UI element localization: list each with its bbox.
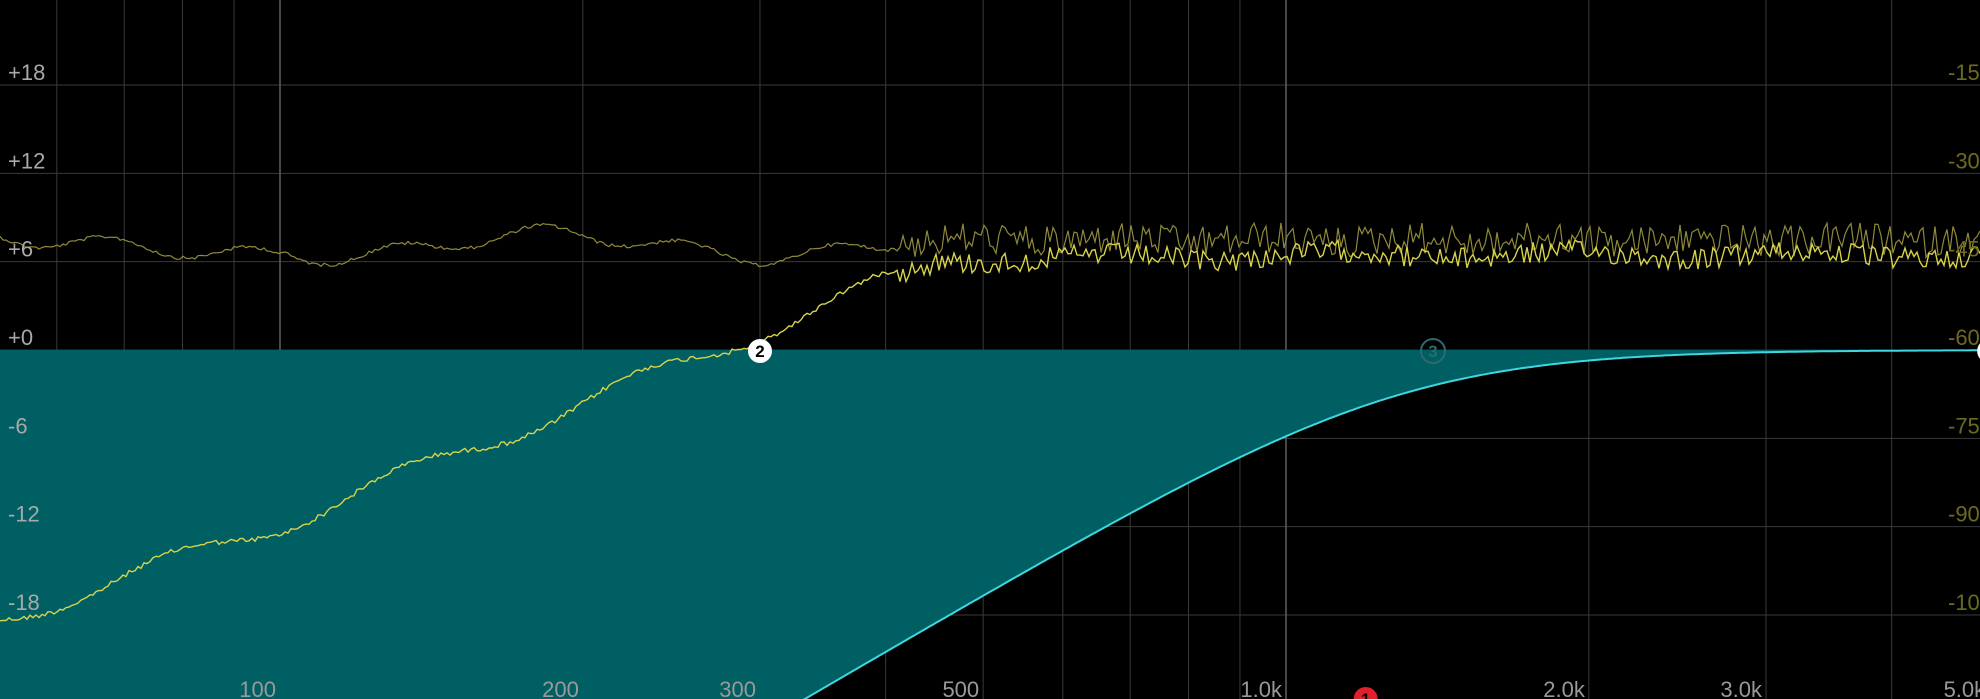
spectrum-level-label: -30: [1948, 148, 1980, 173]
frequency-label: 1.0k: [1240, 677, 1283, 699]
frequency-label: 200: [542, 677, 579, 699]
band-nodes[interactable]: 12345: [747, 338, 1980, 699]
gain-label: +12: [8, 148, 45, 173]
band-node-handle[interactable]: [747, 339, 772, 363]
band-node-3[interactable]: 3: [1420, 338, 1447, 364]
gain-label: +18: [8, 60, 45, 85]
frequency-scale: 501002003005001.0k2.0k3.0k5.0k10.0k20.0k: [239, 677, 1980, 699]
band-node-handle[interactable]: [1977, 339, 1980, 363]
spectrum-level-label: -105: [1948, 590, 1980, 615]
gain-label: +6: [8, 237, 33, 262]
frequency-label: 2.0k: [1543, 677, 1586, 699]
spectrum-level-label: -90: [1948, 502, 1980, 527]
frequency-label: 5.0k: [1944, 677, 1980, 699]
spectrum-level-label: -75: [1948, 413, 1980, 438]
frequency-label: 3.0k: [1720, 677, 1763, 699]
spectrum-average-trace: [0, 238, 1980, 622]
spectrum-level-label: -45: [1948, 237, 1980, 262]
band-node-handle[interactable]: [1353, 687, 1378, 699]
filter-response-fill: [0, 350, 1980, 699]
band-node-handle[interactable]: [1420, 338, 1447, 364]
band-node-2[interactable]: 2: [747, 339, 772, 363]
band-node-1[interactable]: 1: [1353, 687, 1378, 699]
band-node-4[interactable]: 4: [1977, 339, 1980, 363]
spectrum-level-label: -60: [1948, 325, 1980, 350]
spectrum-peak-trace: [0, 221, 1980, 268]
gain-label: +0: [8, 325, 33, 350]
frequency-label: 100: [239, 677, 276, 699]
band-node-number: 3: [1428, 342, 1437, 361]
filter-response-curve: [802, 349, 1980, 699]
spectrum-level-label: -15: [1948, 60, 1980, 85]
band-node-number: 1: [1361, 690, 1370, 699]
frequency-label: 300: [719, 677, 756, 699]
gain-label: -12: [8, 502, 40, 527]
band-node-number: 2: [755, 342, 764, 361]
frequency-label: 500: [942, 677, 979, 699]
gain-label: -18: [8, 590, 40, 615]
spectrum-scale: -15 -30 -45 -60 -75 -90 -105: [1948, 60, 1980, 615]
gain-label: -6: [8, 413, 28, 438]
gain-scale: +18 +12 +6 +0 -6 -12 -18: [8, 60, 45, 615]
